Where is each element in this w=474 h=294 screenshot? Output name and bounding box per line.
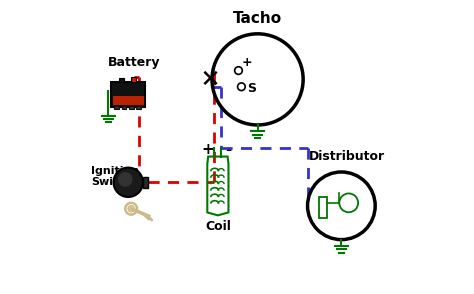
Text: Distributor: Distributor [309, 150, 385, 163]
Circle shape [118, 172, 133, 187]
Circle shape [235, 67, 242, 74]
Bar [137, 106, 141, 109]
Bar [119, 78, 124, 82]
Text: Tacho: Tacho [233, 11, 282, 26]
Text: Ignition
Switch: Ignition Switch [91, 166, 139, 187]
Bar [319, 197, 327, 218]
Bar [122, 106, 126, 109]
Bar [129, 106, 134, 109]
Bar [111, 82, 145, 107]
Circle shape [237, 83, 245, 91]
Text: S: S [247, 82, 256, 95]
Circle shape [113, 168, 143, 197]
Bar [113, 96, 144, 105]
Text: Battery: Battery [108, 56, 160, 69]
Text: Coil: Coil [205, 220, 231, 233]
Bar [131, 78, 137, 82]
Text: +: + [201, 142, 214, 157]
Bar [114, 106, 119, 109]
Bar [143, 177, 148, 188]
Text: -: - [225, 142, 232, 157]
Text: +: + [241, 56, 252, 69]
